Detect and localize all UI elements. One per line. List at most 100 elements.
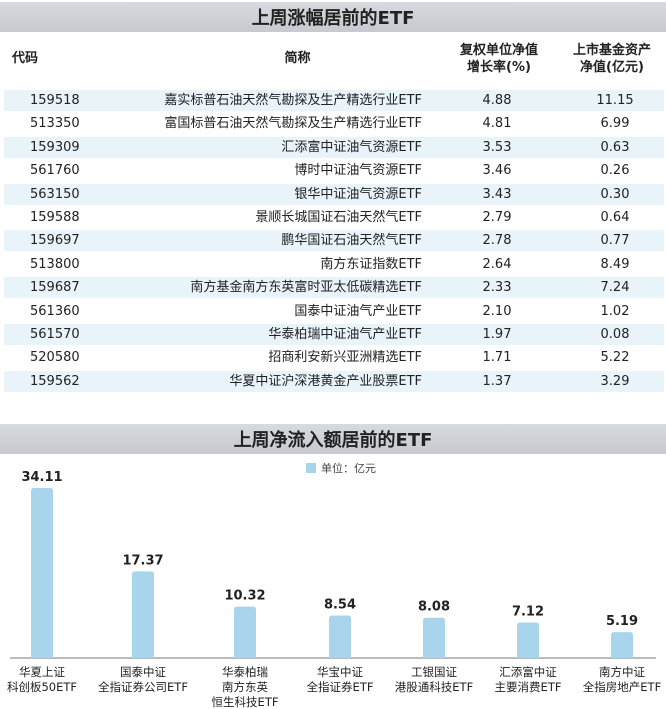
cell-growth: 2.33 (482, 280, 512, 296)
cell-growth: 2.79 (482, 210, 512, 225)
category-label-line: 全指证券ETF (307, 680, 374, 694)
category-label-line: 汇添富中证 (499, 665, 557, 679)
cell-code: 159687 (30, 280, 80, 296)
category-label-line: 工银国证 (411, 665, 457, 679)
table-row: 159697 鹏华国证石油天然气ETF 2.78 0.77 (4, 230, 664, 252)
cell-nav: 7.24 (600, 280, 630, 296)
category-label-line: 南方东英 (222, 680, 268, 694)
cell-name: 南方基金南方东英富时亚太低碳精选ETF (190, 280, 422, 296)
bar-1 (31, 488, 53, 658)
cell-growth: 1.71 (482, 350, 512, 366)
table-row: 159309 汇添富中证油气资源ETF 3.53 0.63 (4, 136, 664, 158)
cell-growth: 1.37 (482, 373, 512, 389)
cell-nav: 0.64 (600, 210, 630, 225)
category-label-line: 科创板50ETF (7, 680, 77, 694)
cell-code: 159562 (30, 373, 80, 389)
bar-value-label-4: 8.54 (324, 597, 356, 612)
bar-6 (517, 622, 539, 658)
category-label-line: 全指房地产ETF (583, 680, 661, 694)
cell-nav: 0.63 (600, 139, 630, 155)
chart-title-banner: 上周净流入额居前的ETF (0, 424, 666, 454)
table-title: 上周涨幅居前的ETF (251, 8, 415, 29)
cell-name: 华夏中证沪深港黄金产业股票ETF (229, 373, 422, 389)
cell-name: 汇添富中证油气资源ETF (281, 139, 422, 155)
cell-growth: 3.46 (482, 163, 512, 179)
cell-growth: 2.10 (482, 303, 512, 319)
column-header-nav: 上市基金资产 净值(亿元) (560, 42, 664, 76)
bar-5 (423, 617, 445, 658)
table-header: 代码 简称 复权单位净值 增长率(%) 上市基金资产 净值(亿元) (0, 38, 666, 84)
category-label-line: 全指证券公司ETF (98, 680, 188, 694)
cell-code: 513800 (30, 256, 80, 272)
category-label-line: 南方中证 (599, 665, 645, 679)
legend-swatch (306, 463, 316, 473)
cell-code: 561760 (30, 163, 80, 179)
category-label-line: 华宝中证 (317, 665, 363, 679)
table-row: 561360 国泰中证油气产业ETF 2.10 1.02 (4, 301, 664, 322)
category-label-line: 主要消费ETF (495, 680, 562, 694)
cell-growth: 2.78 (482, 233, 512, 249)
table-title-banner: 上周涨幅居前的ETF (0, 2, 666, 32)
cell-name: 景顺长城国证石油天然气ETF (255, 210, 422, 225)
column-header-code: 代码 (12, 51, 39, 66)
legend-text: 单位：亿元 (321, 461, 376, 475)
cell-name: 博时中证油气资源ETF (294, 163, 422, 179)
bar-value-label-6: 7.12 (512, 605, 544, 620)
table-row: 159687 南方基金南方东英富时亚太低碳精选ETF 2.33 7.24 (4, 277, 664, 299)
cell-code: 563150 (30, 186, 80, 202)
table-row: 159588 景顺长城国证石油天然气ETF 2.79 0.64 (4, 207, 664, 228)
cell-name: 银华中证油气资源ETF (294, 186, 422, 202)
bar-value-label-2: 17.37 (122, 553, 163, 568)
table-row: 513800 南方东证指数ETF 2.64 8.49 (4, 254, 664, 275)
cell-name: 国泰中证油气产业ETF (294, 303, 422, 319)
cell-name: 华泰柏瑞中证油气产业ETF (268, 327, 422, 342)
table-row: 563150 银华中证油气资源ETF 3.43 0.30 (4, 183, 664, 205)
cell-nav: 1.02 (600, 303, 630, 319)
cell-nav: 3.29 (600, 373, 630, 389)
cell-growth: 4.81 (482, 116, 512, 132)
cell-code: 520580 (30, 350, 80, 366)
chart-title: 上周净流入额居前的ETF (233, 430, 433, 451)
cell-nav: 0.30 (600, 186, 630, 202)
cell-name: 南方东证指数ETF (320, 256, 422, 272)
cell-code: 159309 (30, 139, 80, 155)
table-row: 561570 华泰柏瑞中证油气产业ETF 1.97 0.08 (4, 324, 664, 345)
cell-code: 159588 (30, 210, 80, 225)
cell-name: 招商利安新兴亚洲精选ETF (268, 350, 422, 366)
table-row: 520580 招商利安新兴亚洲精选ETF 1.71 5.22 (4, 347, 664, 368)
cell-growth: 2.64 (482, 256, 512, 272)
cell-nav: 0.08 (600, 327, 630, 342)
cell-name: 鹏华国证石油天然气ETF (281, 233, 422, 249)
cell-code: 513350 (30, 116, 80, 132)
bar-7 (611, 632, 633, 658)
cell-code: 159518 (30, 93, 80, 108)
table-row: 159562 华夏中证沪深港黄金产业股票ETF 1.37 3.29 (4, 370, 664, 392)
cell-growth: 4.88 (482, 93, 512, 108)
bar-3 (234, 606, 256, 658)
column-header-growth: 复权单位净值 增长率(%) (440, 42, 558, 76)
chart-legend: 单位：亿元 (306, 461, 376, 475)
table-row: 513350 富国标普石油天然气勘探及生产精选行业ETF 4.81 6.99 (4, 113, 664, 134)
cell-code: 561360 (30, 303, 80, 319)
cell-nav: 8.49 (600, 256, 630, 272)
cell-nav: 6.99 (600, 116, 630, 132)
category-label-line: 恒生科技ETF (212, 695, 279, 709)
column-header-nav-line2: 净值(亿元) (580, 60, 644, 75)
category-label-line: 华夏上证 (19, 665, 65, 679)
bar-value-label-3: 10.32 (224, 589, 265, 604)
bar-4 (329, 615, 351, 658)
bar-value-label-7: 5.19 (606, 614, 638, 629)
cell-nav: 11.15 (596, 93, 634, 108)
bar-2 (132, 571, 154, 658)
bar-value-label-1: 34.11 (21, 470, 62, 485)
table-row: 561760 博时中证油气资源ETF 3.46 0.26 (4, 160, 664, 181)
column-header-growth-line1: 复权单位净值 (459, 43, 538, 58)
cell-code: 159697 (30, 233, 80, 249)
